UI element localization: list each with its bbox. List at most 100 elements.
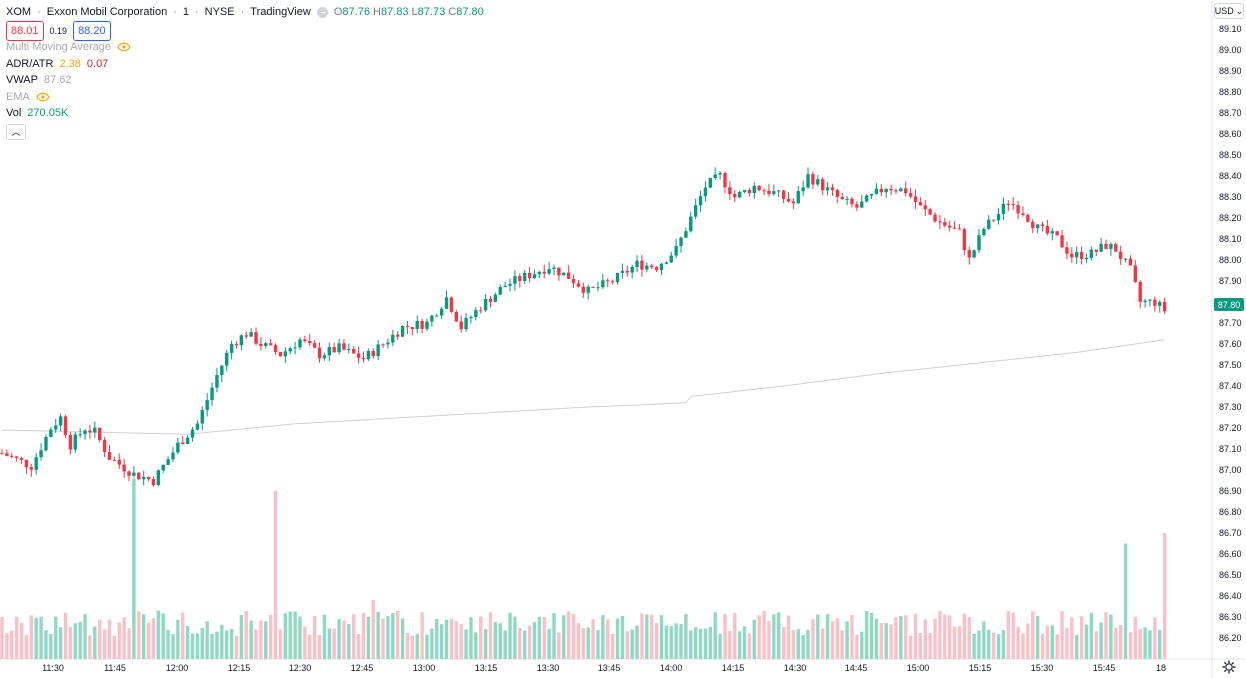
candle-body xyxy=(1016,205,1020,214)
hide-legend-icon[interactable] xyxy=(316,6,328,18)
volume-bar xyxy=(376,612,380,659)
volume-bar xyxy=(278,629,283,659)
volume-bar xyxy=(356,633,361,659)
volume-bar xyxy=(513,616,517,659)
candle-body xyxy=(591,286,595,288)
adr-value: 2.38 xyxy=(59,57,81,70)
volume-bar xyxy=(200,627,204,659)
indicator-volume[interactable]: Vol 270.05K xyxy=(6,105,484,122)
volume-bar xyxy=(532,621,537,659)
candle-body xyxy=(1006,203,1011,205)
candle-body xyxy=(68,434,73,450)
price-tick-label: 86.90 xyxy=(1219,486,1242,496)
indicator-ema[interactable]: EMA xyxy=(6,89,484,106)
candle-body xyxy=(195,423,200,430)
price-tick-label: 86.20 xyxy=(1219,633,1242,643)
candle-body xyxy=(728,187,732,194)
volume-bar xyxy=(679,624,683,659)
volume-bar xyxy=(1114,627,1118,659)
bid-button[interactable]: 88.01 xyxy=(6,20,44,41)
volume-bar xyxy=(737,631,742,659)
volume-bar xyxy=(1065,628,1069,659)
candle-body xyxy=(342,343,346,350)
volume-bar xyxy=(386,616,390,659)
price-axis[interactable]: 89.10 89.00 88.90 88.80 88.70 88.60 88.50 88.40… xyxy=(1219,24,1242,643)
candle-body xyxy=(547,269,551,274)
candle-body xyxy=(664,262,669,264)
candle-body xyxy=(991,219,996,221)
volume-bar xyxy=(1094,631,1098,659)
volume-bar xyxy=(962,613,967,659)
volume-bar xyxy=(93,626,97,659)
candle-body xyxy=(606,280,610,282)
volume-bar xyxy=(410,635,415,659)
volume-bar xyxy=(420,612,424,659)
volume-bar xyxy=(132,478,136,659)
collapse-legend-button[interactable]: ︿ xyxy=(6,123,26,140)
eye-icon[interactable] xyxy=(117,42,131,52)
volume-bar xyxy=(864,611,869,659)
price-tick-label: 88.80 xyxy=(1219,87,1242,97)
close-value: 87.80 xyxy=(456,6,484,19)
time-tick-label: 15:30 xyxy=(1031,663,1054,673)
indicator-vwap[interactable]: VWAP 87.62 xyxy=(6,72,484,89)
currency-selector[interactable]: USD ⌄ xyxy=(1214,3,1244,19)
candle-body xyxy=(796,191,800,204)
candle-body xyxy=(361,357,366,360)
volume-bar xyxy=(757,615,761,659)
indicator-multi-ma[interactable]: Multi Moving Average xyxy=(6,39,484,56)
volume-bar xyxy=(332,628,336,659)
candle-body xyxy=(488,299,493,302)
bid-ask-row: 88.01 0.19 88.20 xyxy=(6,20,484,41)
volume-bar xyxy=(830,621,835,659)
price-tick-label: 86.60 xyxy=(1219,549,1242,559)
candle-body xyxy=(982,228,986,236)
candle-body xyxy=(469,317,473,319)
price-tick-label: 87.00 xyxy=(1219,465,1242,475)
candle-body xyxy=(742,189,747,192)
chart-pane[interactable] xyxy=(0,0,1212,659)
candle-body xyxy=(1035,224,1040,229)
volume-bar xyxy=(576,623,581,659)
indicator-adr-atr[interactable]: ADR/ATR 2.38 0.07 xyxy=(6,56,484,73)
volume-bar xyxy=(982,621,986,659)
candle-body xyxy=(1099,243,1103,252)
volume-bar xyxy=(122,617,126,659)
gear-icon[interactable] xyxy=(1222,660,1236,674)
volume-bar xyxy=(352,614,356,659)
open-value: 87.76 xyxy=(342,6,370,19)
candle-body xyxy=(1148,299,1152,301)
ask-button[interactable]: 88.20 xyxy=(73,20,111,41)
candle-body xyxy=(210,387,214,401)
volume-bar xyxy=(825,614,830,659)
volume-bar xyxy=(557,632,561,659)
time-tick-label: 12:30 xyxy=(289,663,312,673)
volume-bar xyxy=(796,629,800,659)
volume-bar xyxy=(58,627,63,659)
candle-body xyxy=(752,185,756,194)
volume-bar xyxy=(34,617,38,659)
candle-body xyxy=(733,193,737,198)
candle-body xyxy=(14,456,19,458)
eye-icon[interactable] xyxy=(36,92,50,102)
volume-bar xyxy=(78,621,82,659)
volume-bar xyxy=(156,610,161,659)
candle-body xyxy=(703,187,708,197)
volume-bar xyxy=(1084,624,1089,659)
symbol[interactable]: XOM xyxy=(6,6,32,19)
volume-bar xyxy=(249,620,253,659)
volume-bar xyxy=(1133,616,1138,659)
candle-body xyxy=(1060,235,1064,248)
candle-body xyxy=(943,222,947,226)
volume-bar xyxy=(1070,617,1074,659)
candle-body xyxy=(684,231,688,238)
candle-body xyxy=(630,266,634,273)
candle-body xyxy=(757,185,761,191)
time-axis[interactable]: 11:30 11:45 12:00 12:15 12:30 12:45 13:00 13:15… xyxy=(42,663,1166,673)
volume-bar xyxy=(98,619,102,659)
volume-bar xyxy=(869,612,874,659)
volume-bar xyxy=(268,614,273,659)
candle-body xyxy=(391,334,395,343)
volume-bar xyxy=(1123,543,1128,659)
